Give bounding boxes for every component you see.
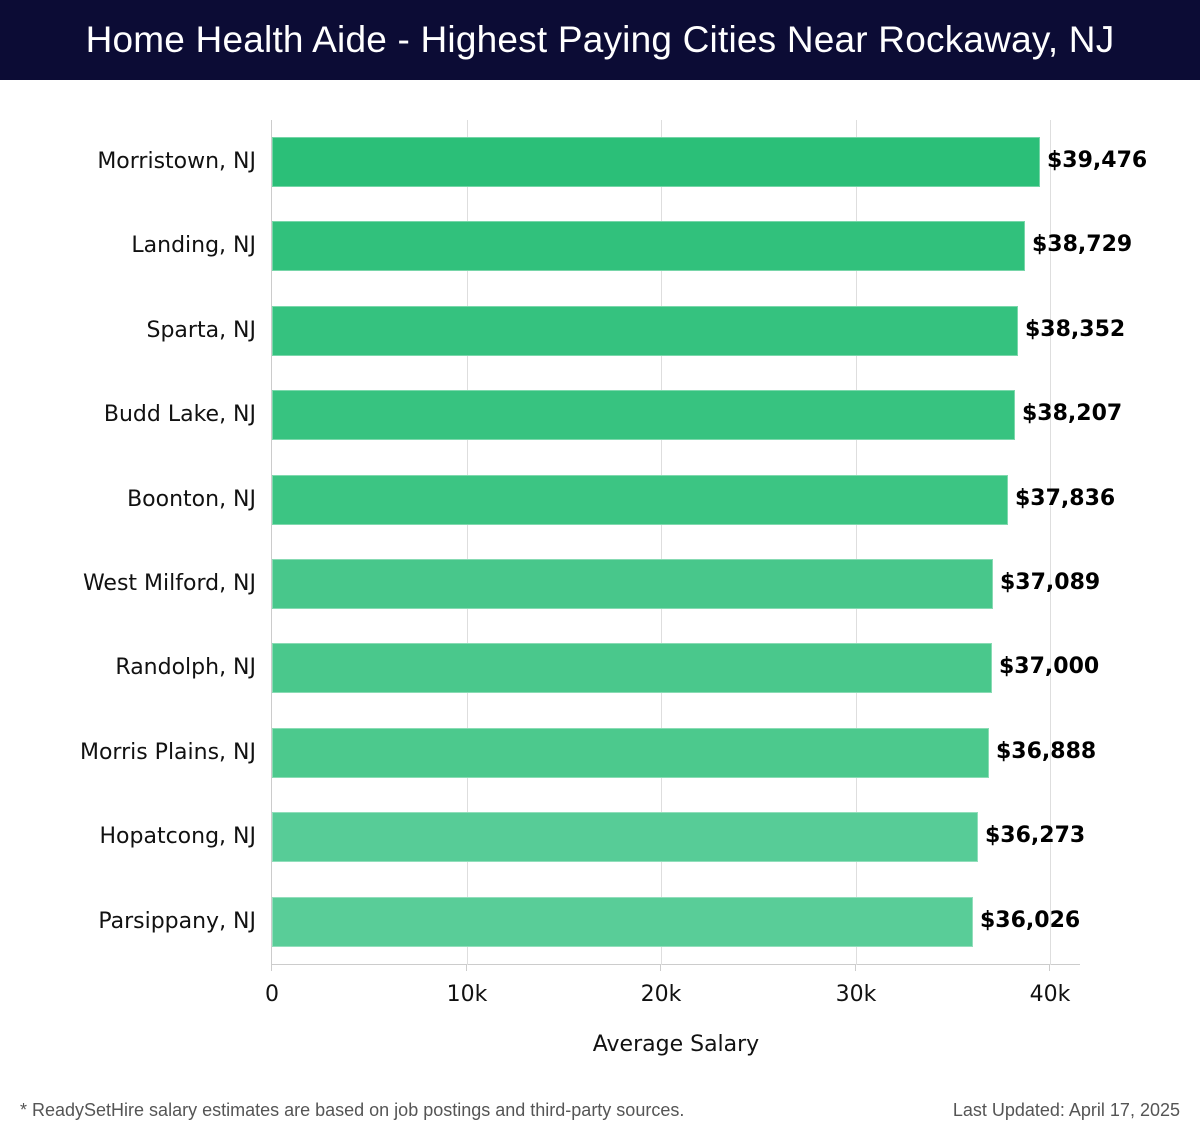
- category-label: Boonton, NJ: [127, 487, 256, 512]
- bar-value-label: $38,207: [1022, 401, 1123, 426]
- bar-value-label: $37,836: [1015, 486, 1116, 511]
- salary-bar: [272, 643, 992, 693]
- last-updated: Last Updated: April 17, 2025: [952, 1100, 1180, 1120]
- category-label: Sparta, NJ: [146, 318, 257, 343]
- x-tick-label: 0: [265, 982, 279, 1007]
- category-label: Landing, NJ: [131, 233, 256, 258]
- gridline: [856, 120, 857, 965]
- x-tick-label: 40k: [1029, 982, 1071, 1007]
- salary-bar: [272, 897, 973, 947]
- x-tick-label: 30k: [835, 982, 877, 1007]
- bar-value-label: $36,026: [980, 908, 1081, 933]
- salary-bar: [272, 559, 993, 609]
- bar-value-label: $39,476: [1047, 148, 1148, 173]
- category-label: West Milford, NJ: [82, 571, 256, 596]
- x-tick-label: 10k: [446, 982, 488, 1007]
- x-axis-line: [271, 964, 1080, 965]
- category-label: Parsippany, NJ: [98, 909, 256, 934]
- bar-value-label: $36,888: [996, 739, 1097, 764]
- salary-bar: [272, 390, 1015, 440]
- bar-value-label: $37,000: [999, 654, 1100, 679]
- x-axis-title: Average Salary: [592, 1032, 760, 1057]
- chart-title: Home Health Aide - Highest Paying Cities…: [85, 19, 1115, 60]
- category-label: Budd Lake, NJ: [103, 402, 256, 427]
- footer-disclaimer: * ReadySetHire salary estimates are base…: [20, 1100, 685, 1120]
- bar-value-label: $37,089: [1000, 570, 1101, 595]
- x-tick-label: 20k: [640, 982, 682, 1007]
- salary-bar: [272, 728, 989, 778]
- x-tick-mark: [660, 964, 661, 971]
- gridline: [661, 120, 662, 965]
- bar-value-label: $38,352: [1025, 317, 1126, 342]
- category-label: Hopatcong, NJ: [99, 824, 256, 849]
- salary-bar: [272, 137, 1040, 187]
- category-label: Randolph, NJ: [115, 655, 256, 680]
- x-tick-mark: [1049, 964, 1050, 971]
- salary-bar: [272, 221, 1025, 271]
- category-label: Morristown, NJ: [97, 149, 256, 174]
- x-tick-mark: [466, 964, 467, 971]
- salary-bar: [272, 475, 1008, 525]
- bar-value-label: $36,273: [985, 823, 1086, 848]
- bar-value-label: $38,729: [1032, 232, 1133, 257]
- category-label: Morris Plains, NJ: [79, 740, 256, 765]
- x-tick-mark: [855, 964, 856, 971]
- x-tick-mark: [271, 964, 272, 971]
- chart-header: Home Health Aide - Highest Paying Cities…: [0, 0, 1200, 80]
- gridline: [1050, 120, 1051, 965]
- gridline: [467, 120, 468, 965]
- salary-bar: [272, 812, 978, 862]
- y-axis-line: [271, 120, 272, 971]
- salary-bar: [272, 306, 1018, 356]
